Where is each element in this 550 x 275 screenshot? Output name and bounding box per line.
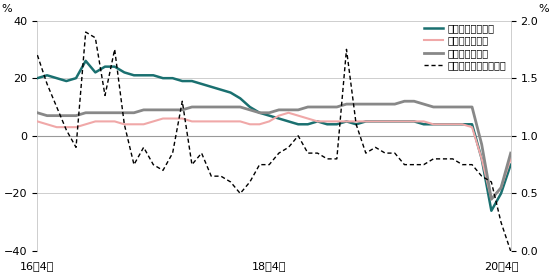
- Legend: インフラ（左軸）, 製造業（左軸）, 不動産（左軸）, 新築住宅価格（右軸）: インフラ（左軸）, 製造業（左軸）, 不動産（左軸）, 新築住宅価格（右軸）: [424, 23, 506, 70]
- Text: %: %: [538, 4, 549, 13]
- Text: %: %: [1, 4, 12, 13]
